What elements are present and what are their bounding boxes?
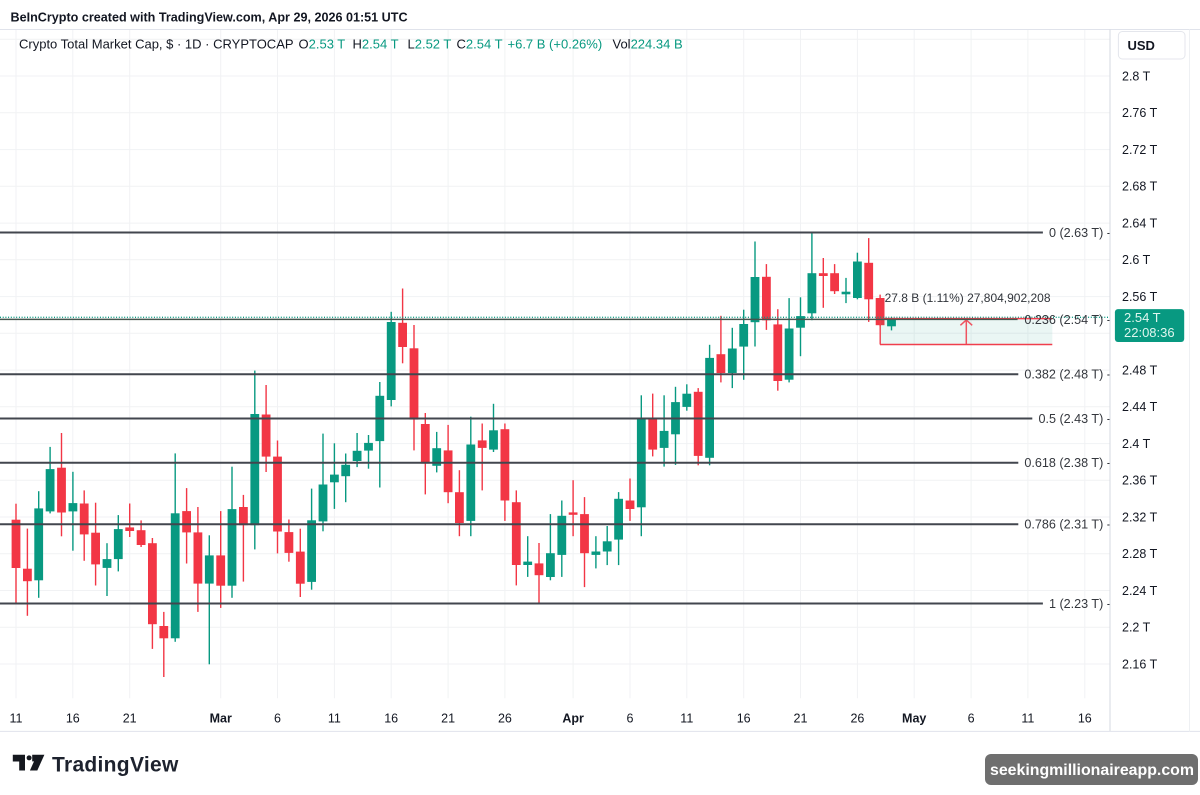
svg-text:2.54 T: 2.54 T [1124, 310, 1161, 325]
svg-text:Crypto Total Market Cap, $ · 1: Crypto Total Market Cap, $ · 1D · CRYPTO… [19, 37, 294, 52]
svg-text:2.48 T: 2.48 T [1122, 363, 1158, 377]
svg-text:0.786 (2.31 T) -: 0.786 (2.31 T) - [1024, 518, 1111, 532]
svg-text:C2.54 T: C2.54 T [457, 37, 503, 52]
svg-text:2.28 T: 2.28 T [1122, 547, 1158, 561]
svg-text:Mar: Mar [210, 712, 232, 726]
svg-text:2.16 T: 2.16 T [1122, 657, 1158, 671]
svg-text:16: 16 [66, 712, 80, 726]
svg-text:2.68 T: 2.68 T [1122, 180, 1158, 194]
svg-text:Apr: Apr [562, 712, 584, 726]
svg-text:6: 6 [274, 712, 281, 726]
svg-text:TradingView: TradingView [52, 754, 179, 777]
svg-text:2.56 T: 2.56 T [1122, 290, 1158, 304]
svg-text:21: 21 [794, 712, 808, 726]
svg-text:2.76 T: 2.76 T [1122, 106, 1158, 120]
svg-text:0.618 (2.38 T) -: 0.618 (2.38 T) - [1024, 456, 1111, 470]
svg-text:22:08:36: 22:08:36 [1124, 325, 1175, 340]
svg-text:2.2 T: 2.2 T [1122, 621, 1151, 635]
svg-text:+6.7 B (+0.26%): +6.7 B (+0.26%) [508, 37, 603, 52]
svg-text:2.44 T: 2.44 T [1122, 400, 1158, 414]
svg-text:2.64 T: 2.64 T [1122, 216, 1158, 230]
svg-text:O2.53 T: O2.53 T [299, 37, 346, 52]
svg-text:2.32 T: 2.32 T [1122, 510, 1158, 524]
svg-text:0.5 (2.43 T) -: 0.5 (2.43 T) - [1038, 412, 1111, 426]
svg-text:26: 26 [498, 712, 512, 726]
svg-text:11: 11 [10, 712, 23, 726]
svg-text:6: 6 [968, 712, 975, 726]
svg-text:2.6 T: 2.6 T [1122, 253, 1151, 267]
svg-text:0 (2.63 T) -: 0 (2.63 T) - [1049, 226, 1111, 240]
svg-text:2.8 T: 2.8 T [1122, 69, 1151, 83]
svg-text:11: 11 [328, 712, 341, 726]
svg-text:0.382 (2.48 T) -: 0.382 (2.48 T) - [1024, 368, 1111, 382]
svg-text:11: 11 [1021, 712, 1034, 726]
svg-text:USD: USD [1128, 38, 1155, 53]
svg-text:2.36 T: 2.36 T [1122, 474, 1158, 488]
svg-text:16: 16 [737, 712, 751, 726]
svg-text:Vol224.34 B: Vol224.34 B [613, 37, 683, 52]
svg-text:BeInCrypto created with Tradin: BeInCrypto created with TradingView.com,… [11, 11, 408, 25]
svg-text:2.4 T: 2.4 T [1122, 437, 1151, 451]
svg-text:26: 26 [850, 712, 864, 726]
svg-text:0.236 (2.54 T) -: 0.236 (2.54 T) - [1024, 313, 1111, 327]
svg-text:21: 21 [123, 712, 137, 726]
svg-text:H2.54 T: H2.54 T [353, 37, 399, 52]
svg-text:6: 6 [627, 712, 634, 726]
svg-text:16: 16 [1078, 712, 1092, 726]
svg-text:11: 11 [680, 712, 693, 726]
svg-text:May: May [902, 712, 926, 726]
svg-text:16: 16 [384, 712, 398, 726]
svg-text:2.24 T: 2.24 T [1122, 584, 1158, 598]
svg-text:L2.52 T: L2.52 T [408, 37, 452, 52]
svg-text:2.72 T: 2.72 T [1122, 143, 1158, 157]
svg-text:21: 21 [441, 712, 455, 726]
svg-text:seekingmillionaireapp.com: seekingmillionaireapp.com [990, 762, 1194, 779]
svg-text:1 (2.23 T) -: 1 (2.23 T) - [1049, 597, 1111, 611]
svg-text:27.8 B (1.11%) 27,804,902,208: 27.8 B (1.11%) 27,804,902,208 [885, 291, 1051, 305]
